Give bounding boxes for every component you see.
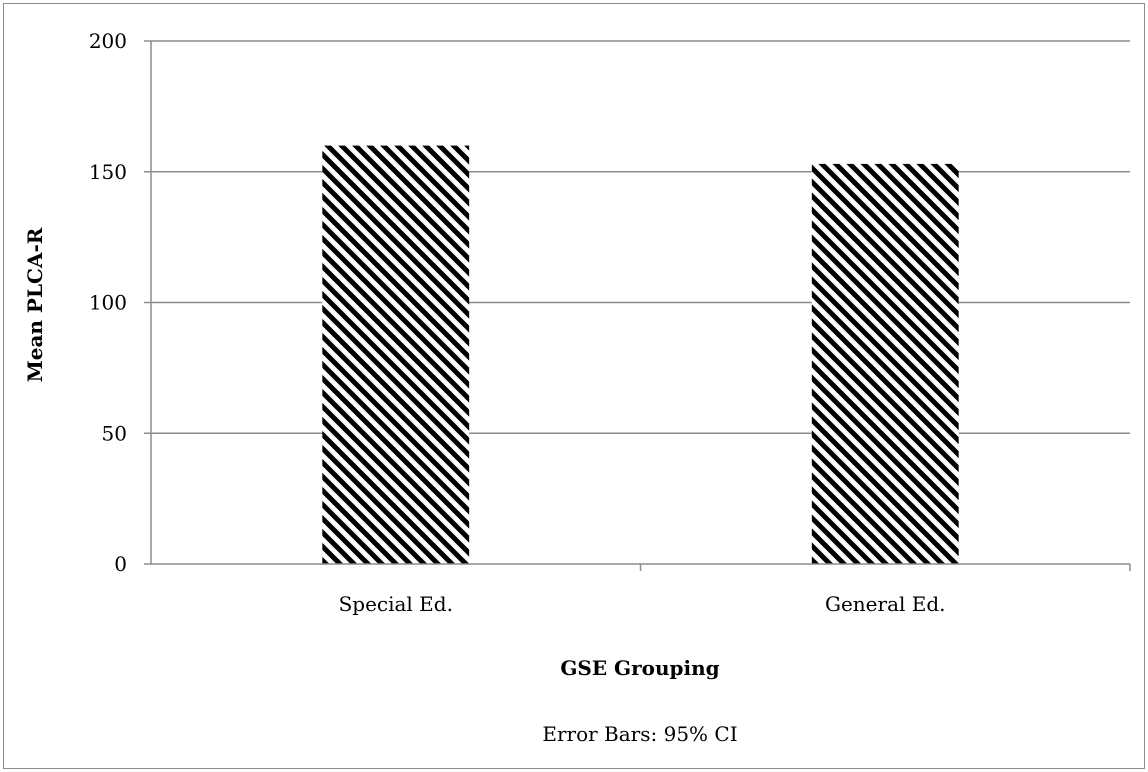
bar-general-ed — [811, 163, 959, 564]
y-tick-label: 100 — [89, 291, 127, 315]
x-axis-title: GSE Grouping — [560, 656, 719, 680]
error-bars-note: Error Bars: 95% CI — [542, 722, 737, 746]
y-tick-label: 0 — [114, 552, 127, 576]
y-axis-title: Mean PLCA-R — [23, 227, 47, 382]
x-tick-label: General Ed. — [825, 592, 946, 616]
y-tick-label: 50 — [102, 421, 127, 445]
gridlines — [151, 40, 1130, 434]
x-tick-labels: Special Ed. General Ed. — [339, 592, 946, 616]
bars — [322, 145, 959, 564]
y-tick-label: 150 — [89, 160, 127, 184]
y-tick-label: 200 — [89, 29, 127, 53]
x-tick-label: Special Ed. — [339, 592, 453, 616]
axes — [144, 40, 1131, 571]
y-tick-labels: 0 50 100 150 200 — [89, 29, 127, 576]
bar-special-ed — [322, 145, 470, 564]
